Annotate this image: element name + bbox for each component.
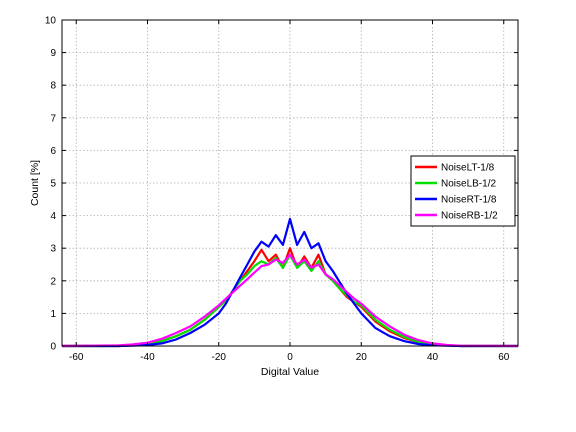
y-tick-label: 9 bbox=[50, 48, 56, 59]
y-tick-label: 0 bbox=[50, 342, 56, 353]
y-tick-label: 4 bbox=[50, 211, 56, 222]
y-tick-label: 3 bbox=[50, 244, 56, 255]
y-tick-label: 10 bbox=[45, 16, 57, 27]
x-tick-label: 20 bbox=[356, 352, 368, 363]
x-tick-label: -40 bbox=[140, 352, 155, 363]
tick-labels: -60 -40 -20 0 20 40 60 0 1 2 3 4 5 6 7 8 9 10 bbox=[45, 16, 510, 364]
x-tick-label: -60 bbox=[69, 352, 84, 363]
y-tick-label: 8 bbox=[50, 81, 56, 92]
y-tick-label: 5 bbox=[50, 179, 56, 190]
legend-label: NoiseLT-1/8 bbox=[441, 163, 495, 174]
x-tick-label: 60 bbox=[498, 352, 510, 363]
series-line-2 bbox=[62, 217, 518, 348]
y-tick-label: 6 bbox=[50, 146, 56, 157]
x-axis-label: Digital Value bbox=[261, 366, 319, 378]
y-axis-label: Count [%] bbox=[29, 160, 41, 206]
legend-label: NoiseRB-1/2 bbox=[441, 211, 498, 222]
x-tick-label: 0 bbox=[287, 352, 293, 363]
legend-label: NoiseRT-1/8 bbox=[441, 195, 497, 206]
x-tick-label: -20 bbox=[212, 352, 227, 363]
legend-label: NoiseLB-1/2 bbox=[441, 179, 496, 190]
y-tick-label: 7 bbox=[50, 113, 56, 124]
series-line-3 bbox=[61, 253, 519, 348]
legend: NoiseLT-1/8 NoiseLB-1/2 NoiseRT-1/8 NoiseRB… bbox=[410, 155, 516, 227]
y-tick-label: 2 bbox=[50, 276, 56, 287]
y-tick-label: 1 bbox=[50, 309, 56, 320]
series-lines bbox=[61, 217, 519, 348]
x-tick-label: 40 bbox=[427, 352, 439, 363]
